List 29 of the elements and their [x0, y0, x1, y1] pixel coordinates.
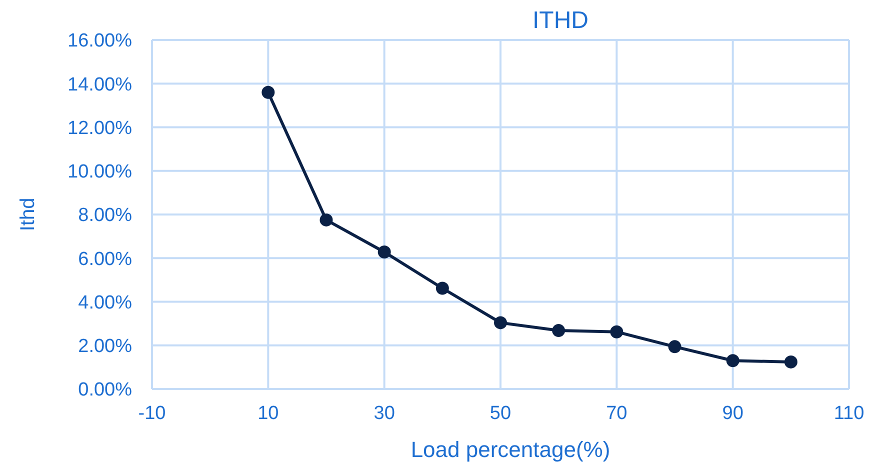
point: [262, 86, 275, 99]
point: [552, 324, 566, 338]
x-tick-label: 50: [490, 403, 512, 424]
point: [320, 213, 333, 226]
y-tick-label: 12.00%: [68, 118, 132, 139]
point: [436, 282, 449, 295]
x-tick-label: 10: [258, 403, 279, 424]
y-tick-label: 14.00%: [68, 74, 132, 96]
y-tick-label: 10.00%: [68, 162, 132, 183]
x-tick-label: -10: [138, 403, 166, 424]
chart-title: ITHD: [532, 7, 588, 34]
x-axis-title: Load percentage(%): [410, 437, 610, 462]
y-tick-label: 8.00%: [78, 205, 132, 226]
x-tick-label: 70: [606, 403, 628, 424]
y-tick-label: 4.00%: [78, 292, 132, 314]
point: [494, 316, 507, 330]
point: [378, 246, 391, 259]
y-tick-label: 0.00%: [78, 380, 132, 401]
point: [726, 354, 740, 368]
x-tick-label: 90: [722, 403, 744, 424]
x-tick-label: 30: [374, 403, 395, 424]
point: [668, 340, 682, 354]
y-tick-label: 16.00%: [68, 30, 132, 52]
y-axis-title: Ithd: [17, 198, 39, 232]
point: [610, 325, 624, 338]
point: [784, 355, 798, 368]
y-tick-label: 2.00%: [78, 336, 132, 358]
y-tick-label: 6.00%: [78, 248, 132, 270]
x-tick-label: 110: [834, 403, 864, 424]
